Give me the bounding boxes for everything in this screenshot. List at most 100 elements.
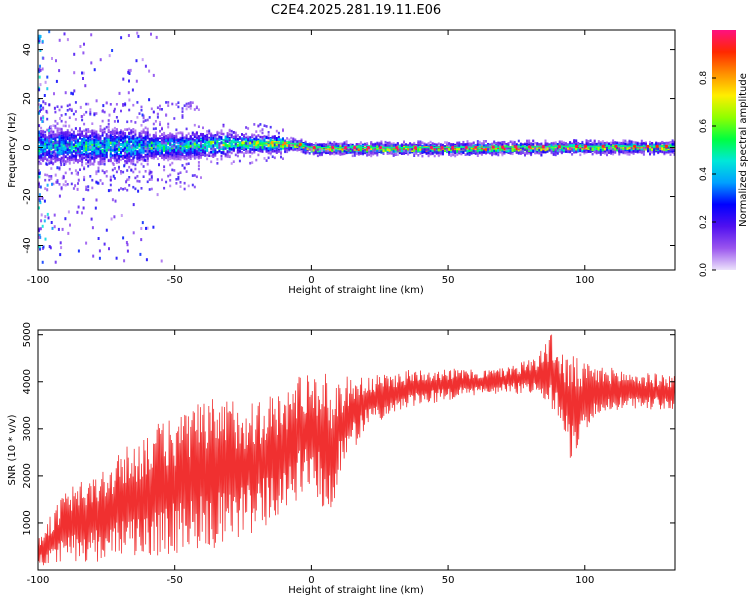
- spectrogram-cell: [339, 147, 342, 151]
- spectrogram-cell: [187, 105, 190, 109]
- spectrogram-cell: [140, 134, 143, 137]
- spectrogram-cell: [339, 150, 342, 153]
- spectrogram-cell: [54, 110, 57, 114]
- spectrogram-cell: [376, 141, 379, 145]
- spectrogram-cell: [70, 109, 73, 112]
- spectrogram-cell: [118, 153, 120, 156]
- spectrogram-cell: [491, 151, 494, 155]
- spectrogram-cell: [208, 138, 211, 141]
- spectrogram-cell: [142, 131, 145, 134]
- spectrogram-cell: [154, 127, 157, 130]
- spectrogram-cell: [452, 153, 455, 157]
- spectrogram-cell: [103, 154, 106, 157]
- spectrogram-cell: [93, 149, 96, 152]
- spectrogram-cell: [101, 141, 104, 145]
- spectrogram-cell: [115, 160, 118, 164]
- spectrogram-cell: [181, 134, 184, 138]
- spectrogram-cell: [159, 146, 161, 150]
- spectrogram-cell: [193, 185, 196, 189]
- spectrogram-cell: [156, 138, 159, 142]
- spectrogram-cell: [146, 148, 149, 151]
- spectrogram-cell: [171, 151, 174, 154]
- spectrogram-cell: [132, 170, 135, 174]
- spectrogram-cell: [195, 175, 198, 179]
- spectrogram-cell: [101, 128, 104, 132]
- spectrogram-cell: [382, 149, 385, 152]
- spectrogram-cell: [224, 142, 227, 146]
- spectrogram-cell: [95, 143, 98, 147]
- spectrogram-cell: [187, 150, 190, 153]
- spectrogram-cell: [257, 138, 260, 142]
- spectrogram-cell: [177, 154, 180, 158]
- spectrogram-cell: [441, 149, 444, 153]
- spectrogram-cell: [144, 170, 147, 173]
- spectrogram-cell: [392, 153, 395, 157]
- spectrogram-cell: [226, 132, 229, 135]
- spectrogram-cell: [56, 131, 59, 135]
- spectrogram-cell: [62, 136, 65, 140]
- spectrogram-cell: [93, 144, 96, 147]
- spectrogram-cell: [163, 158, 166, 161]
- spectrogram-cell: [228, 129, 231, 133]
- spectrogram-cell: [161, 137, 163, 141]
- spectrogram-cell: [132, 148, 135, 151]
- spectrogram-cell: [173, 137, 176, 140]
- spectrogram-cell: [345, 147, 348, 151]
- spectrogram-cell: [122, 130, 125, 134]
- spectrogram-cell: [97, 133, 100, 137]
- spectrogram-cell: [200, 133, 202, 136]
- spectrogram-cell: [83, 136, 86, 140]
- spectrogram-cell: [220, 132, 223, 135]
- spectrogram-cell: [70, 151, 73, 155]
- spectrogram-cell: [263, 147, 266, 151]
- spectrogram-cell: [103, 127, 106, 131]
- spectrogram-cell: [204, 134, 207, 138]
- spectrogram-cell: [138, 144, 141, 147]
- spectrogram-cell: [46, 136, 49, 139]
- spectrogram-cell: [113, 153, 116, 157]
- spectrogram-cell: [343, 152, 346, 155]
- spectrogram-cell: [183, 137, 186, 140]
- spectrogram-cell: [93, 131, 96, 135]
- spectrogram-cell: [241, 133, 243, 136]
- spectrogram-cell: [218, 146, 221, 149]
- spectrogram-cell: [83, 153, 86, 156]
- spectrogram-cell: [191, 150, 194, 153]
- spectrogram-cell: [206, 157, 209, 161]
- spectrogram-cell: [163, 136, 166, 139]
- spectrogram-cell: [113, 146, 116, 149]
- spectrogram-cell: [128, 108, 131, 112]
- spectrogram-cell: [70, 171, 73, 175]
- spectrogram-cell: [271, 150, 274, 153]
- spectrogram-cell: [321, 149, 323, 152]
- spectrogram-cell: [314, 145, 317, 148]
- spectrogram-cell: [392, 142, 395, 145]
- spectrogram-cell: [312, 151, 315, 155]
- spectrogram-cell: [126, 142, 129, 145]
- spectrogram-cell: [218, 135, 221, 139]
- spectrogram-cell: [210, 154, 213, 158]
- spectrogram-cell: [187, 154, 190, 158]
- spectrogram-cell: [351, 149, 354, 152]
- spectrogram-cell: [91, 132, 94, 136]
- spectrogram-cell: [128, 132, 131, 135]
- spectrogram-cell: [44, 130, 47, 134]
- spectrogram-cell: [56, 181, 59, 184]
- spectrogram-cell: [277, 145, 280, 149]
- spectrogram-cell: [146, 135, 149, 138]
- spectrogram-cell: [189, 139, 192, 143]
- spectrogram-cell: [167, 146, 170, 149]
- spectrogram-cell: [152, 152, 155, 156]
- spectrogram-cell: [113, 143, 116, 147]
- spectrogram-cell: [85, 102, 88, 106]
- spectrogram-cell: [368, 153, 371, 157]
- spectrogram-cell: [126, 148, 129, 151]
- spectrogram-cell: [156, 141, 159, 144]
- spectrogram-cell: [163, 149, 166, 153]
- spectrogram-cell: [243, 147, 245, 151]
- spectrogram-cell: [261, 150, 264, 153]
- spectrogram-cell: [136, 150, 139, 153]
- spectrogram-cell: [398, 148, 401, 152]
- spectrogram-cell: [144, 142, 147, 146]
- spectrogram-cell: [156, 106, 159, 109]
